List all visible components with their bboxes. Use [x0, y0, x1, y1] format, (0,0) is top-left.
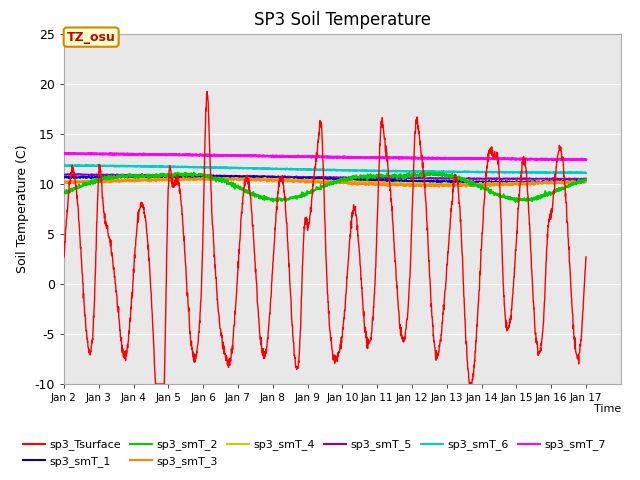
sp3_smT_7	[567, 156, 575, 162]
sp3_smT_5	[472, 176, 479, 182]
sp3_smT_4	[433, 183, 440, 189]
X-axis label: Time: Time	[593, 405, 621, 414]
Line: sp3_smT_7: sp3_smT_7	[64, 153, 586, 160]
sp3_Tsurface	[152, 381, 159, 387]
sp3_smT_5	[314, 174, 322, 180]
sp3_smT_2	[472, 181, 479, 187]
sp3_smT_3	[215, 175, 223, 180]
sp3_smT_5	[300, 174, 308, 180]
sp3_smT_5	[66, 171, 74, 177]
sp3_Tsurface	[301, 226, 308, 231]
sp3_smT_4	[87, 180, 95, 185]
Line: sp3_smT_3: sp3_smT_3	[64, 178, 586, 187]
sp3_smT_2	[300, 192, 308, 197]
sp3_smT_3	[568, 180, 575, 186]
sp3_smT_6	[87, 163, 95, 168]
sp3_smT_3	[472, 181, 479, 187]
sp3_smT_1	[125, 172, 132, 178]
sp3_smT_4	[582, 180, 590, 185]
sp3_smT_7	[60, 151, 68, 156]
sp3_smT_1	[87, 174, 95, 180]
sp3_Tsurface	[568, 294, 575, 300]
sp3_Tsurface	[204, 88, 211, 94]
sp3_smT_2	[314, 186, 322, 192]
sp3_smT_4	[60, 179, 68, 185]
sp3_smT_5	[498, 177, 506, 182]
Line: sp3_smT_2: sp3_smT_2	[64, 172, 586, 202]
sp3_smT_6	[582, 170, 590, 176]
sp3_smT_7	[69, 150, 77, 156]
sp3_smT_1	[567, 178, 575, 183]
sp3_smT_2	[87, 179, 95, 184]
sp3_smT_5	[60, 172, 68, 178]
sp3_smT_2	[567, 182, 575, 188]
sp3_smT_6	[72, 162, 80, 168]
sp3_Tsurface	[582, 254, 590, 260]
sp3_smT_3	[435, 184, 443, 190]
sp3_Tsurface	[567, 288, 575, 293]
sp3_smT_6	[472, 169, 479, 175]
sp3_smT_6	[568, 170, 575, 176]
Text: TZ_osu: TZ_osu	[67, 31, 116, 44]
sp3_smT_5	[568, 176, 575, 181]
sp3_smT_3	[300, 179, 308, 185]
sp3_smT_4	[472, 181, 479, 187]
sp3_Tsurface	[472, 348, 479, 354]
sp3_smT_7	[582, 156, 590, 162]
Y-axis label: Soil Temperature (C): Soil Temperature (C)	[16, 144, 29, 273]
sp3_smT_3	[87, 179, 95, 185]
sp3_smT_6	[567, 170, 575, 176]
sp3_smT_7	[567, 156, 575, 162]
sp3_smT_5	[582, 176, 590, 181]
sp3_smT_4	[568, 179, 575, 185]
sp3_smT_2	[568, 180, 575, 186]
sp3_smT_1	[472, 179, 479, 185]
sp3_smT_1	[300, 175, 308, 180]
sp3_smT_2	[515, 199, 522, 205]
sp3_smT_7	[300, 154, 308, 160]
sp3_smT_7	[581, 157, 589, 163]
Title: SP3 Soil Temperature: SP3 Soil Temperature	[254, 11, 431, 29]
sp3_Tsurface	[87, 348, 95, 354]
sp3_smT_6	[300, 166, 308, 172]
sp3_smT_6	[314, 167, 322, 173]
sp3_smT_7	[314, 154, 322, 159]
sp3_smT_6	[558, 170, 566, 176]
sp3_smT_1	[60, 175, 68, 180]
sp3_smT_2	[190, 169, 198, 175]
sp3_smT_5	[87, 172, 95, 178]
sp3_smT_4	[212, 174, 220, 180]
sp3_smT_1	[522, 180, 530, 186]
sp3_smT_1	[582, 178, 590, 184]
sp3_smT_7	[472, 156, 479, 161]
sp3_smT_4	[314, 178, 322, 183]
sp3_smT_2	[582, 177, 590, 182]
Line: sp3_smT_5: sp3_smT_5	[64, 174, 586, 180]
sp3_Tsurface	[60, 254, 68, 260]
sp3_smT_3	[582, 179, 590, 185]
sp3_smT_4	[300, 176, 308, 182]
sp3_smT_6	[60, 163, 68, 168]
sp3_smT_2	[60, 191, 68, 196]
sp3_smT_4	[567, 179, 575, 185]
sp3_smT_7	[87, 151, 95, 156]
Line: sp3_smT_6: sp3_smT_6	[64, 165, 586, 173]
sp3_smT_5	[567, 176, 575, 182]
sp3_smT_3	[60, 179, 68, 185]
sp3_smT_3	[567, 181, 575, 187]
sp3_Tsurface	[314, 136, 322, 142]
sp3_smT_1	[314, 175, 322, 181]
sp3_smT_1	[568, 178, 575, 183]
sp3_smT_3	[314, 179, 322, 185]
Legend: sp3_Tsurface, sp3_smT_1, sp3_smT_2, sp3_smT_3, sp3_smT_4, sp3_smT_5, sp3_smT_6, : sp3_Tsurface, sp3_smT_1, sp3_smT_2, sp3_…	[19, 435, 611, 471]
Line: sp3_Tsurface: sp3_Tsurface	[64, 91, 586, 384]
Line: sp3_smT_1: sp3_smT_1	[64, 175, 586, 183]
Line: sp3_smT_4: sp3_smT_4	[64, 177, 586, 186]
